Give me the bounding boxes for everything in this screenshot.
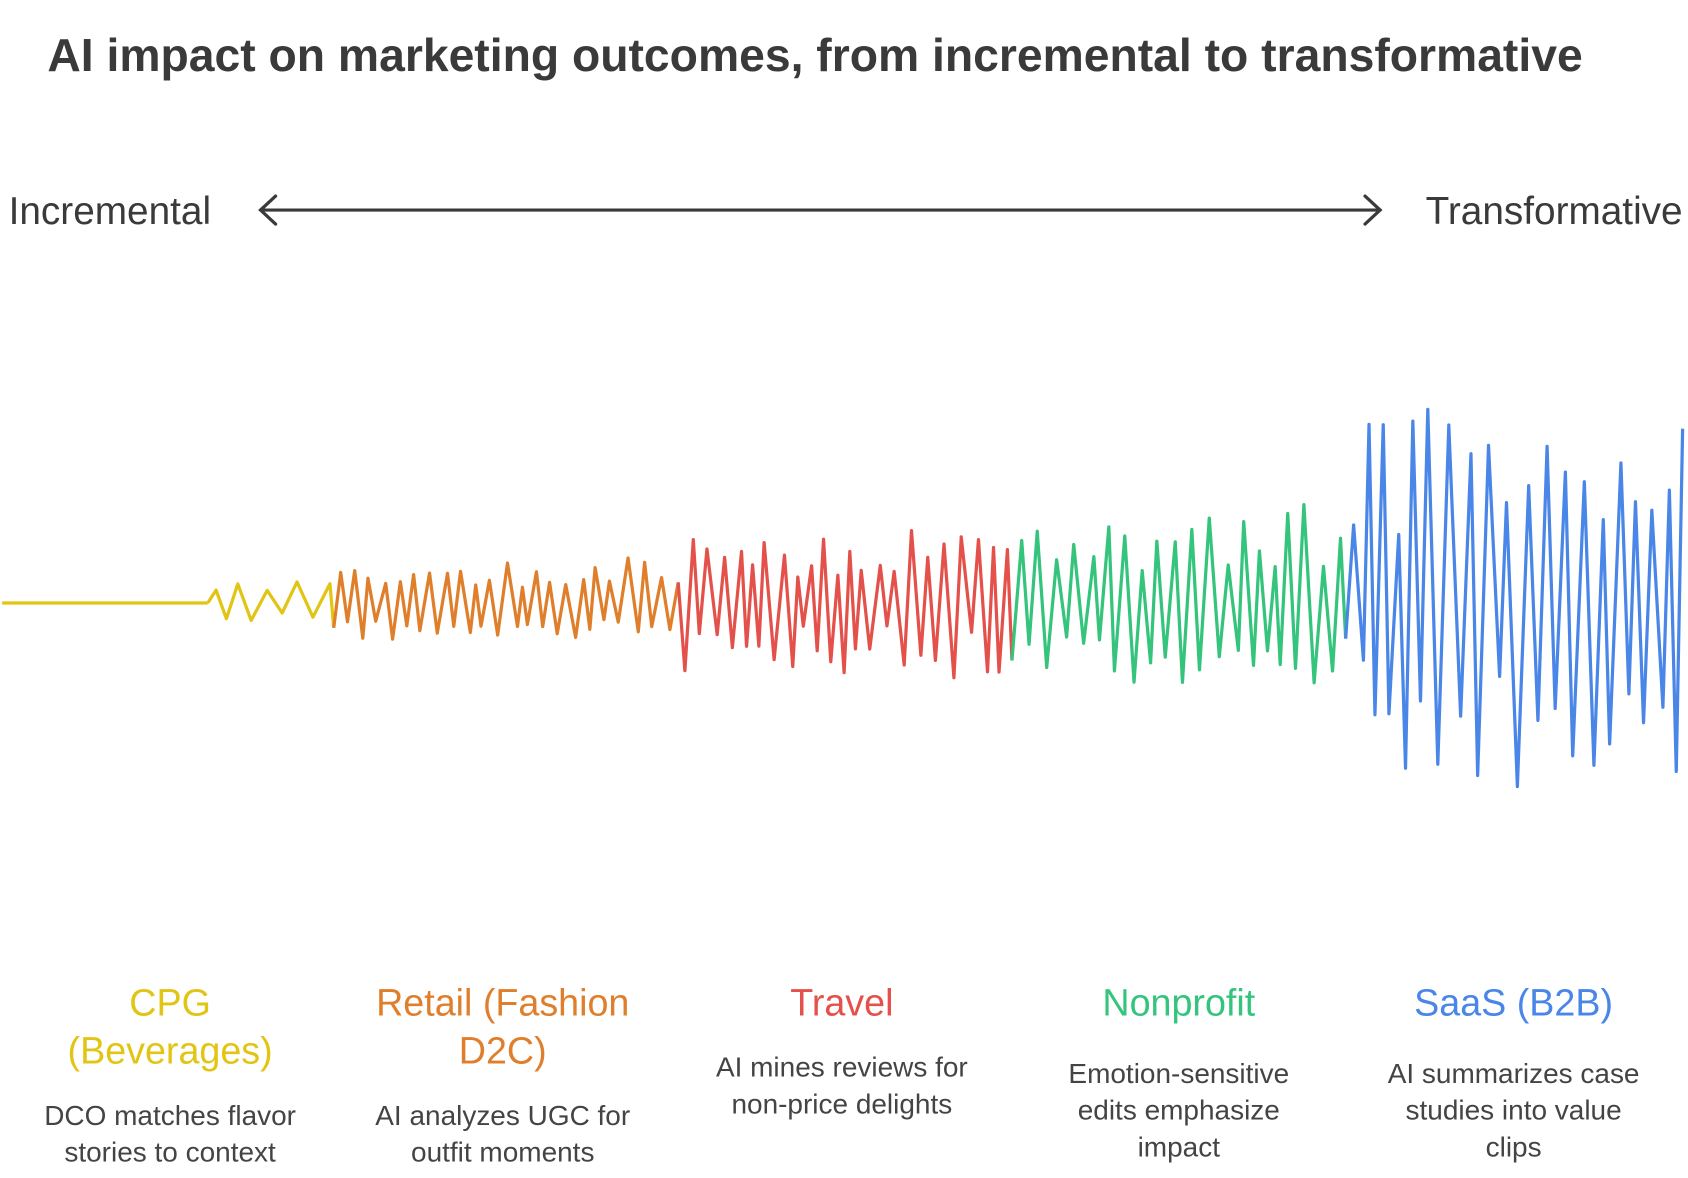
waveform-segment-2 <box>332 556 680 641</box>
segment-description: DCO matches flavor <box>44 1100 296 1131</box>
segment-heading: (Beverages) <box>68 1030 273 1072</box>
waveform-segment-1 <box>206 580 336 628</box>
segment-heading: Nonprofit <box>1102 981 1255 1023</box>
segment-description: studies into value <box>1406 1095 1622 1126</box>
incremental-label: Incremental <box>9 190 211 233</box>
segment-description: edits emphasize <box>1078 1095 1280 1126</box>
segment-heading: CPG <box>129 981 211 1023</box>
arrow-right-head-icon <box>1363 194 1383 226</box>
waveform-segment-4 <box>1010 502 1348 685</box>
waveform-segment-3 <box>676 529 1014 680</box>
segment-description: Emotion-sensitive <box>1068 1058 1289 1089</box>
arrow-left-head-icon <box>258 194 278 226</box>
transformative-label: Transformative <box>1426 190 1683 233</box>
waveform <box>2 407 1685 789</box>
segment-description: AI analyzes UGC for <box>375 1100 630 1131</box>
segment-label-3: Travel AI mines reviews for non-price deli… <box>716 981 968 1119</box>
diagram-title: AI impact on marketing outcomes, from in… <box>47 29 1582 81</box>
segment-label-1: CPG (Beverages) DCO matches flavor stories … <box>44 981 296 1167</box>
segment-label-2: Retail (Fashion D2C) AI analyzes UGC for ou… <box>375 981 630 1167</box>
segment-description: stories to context <box>64 1137 276 1168</box>
segment-heading: D2C) <box>459 1030 547 1072</box>
segment-label-4: Nonprofit Emotion-sensitive edits emphasiz… <box>1068 981 1289 1162</box>
waveform-segment-5 <box>1344 407 1685 789</box>
segment-heading: Travel <box>790 981 893 1023</box>
segment-description: outfit moments <box>411 1137 594 1168</box>
segment-heading: Retail (Fashion <box>376 981 629 1023</box>
segment-description: AI summarizes case <box>1388 1058 1640 1089</box>
segment-heading: SaaS (B2B) <box>1414 981 1613 1023</box>
segment-label-5: SaaS (B2B) AI summarizes case studies into… <box>1388 981 1640 1162</box>
segment-description: AI mines reviews for <box>716 1052 968 1083</box>
segment-description: impact <box>1138 1131 1221 1162</box>
segment-description: clips <box>1486 1131 1542 1162</box>
segment-labels: CPG (Beverages) DCO matches flavor stories … <box>44 981 1639 1167</box>
segment-description: non-price delights <box>731 1088 952 1119</box>
double-arrow <box>258 194 1383 226</box>
